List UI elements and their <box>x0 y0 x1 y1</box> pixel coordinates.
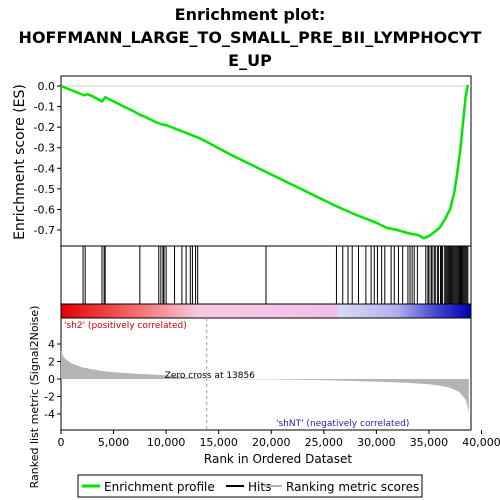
negative-correlation-label: 'shNT' (negatively correlated) <box>276 419 409 429</box>
legend-profile-label: Enrichment profile <box>104 480 215 494</box>
metric-y-axis: 4 2 0 -2 -4 <box>44 338 61 421</box>
x-tick-label: 15,000 <box>199 436 238 449</box>
metric-y-axis-label: Ranked list metric (Signal2Noise) <box>28 306 41 489</box>
es-y-tick-label: -0.7 <box>34 224 55 237</box>
x-tick-label: 25,000 <box>305 436 344 449</box>
metric-y-tick-label: 4 <box>48 338 55 351</box>
x-axis: 0 5,000 10,000 15,000 20,000 25,000 30,000 35,0… <box>58 430 500 449</box>
positive-correlation-label: 'sh2' (positively correlated) <box>64 321 187 331</box>
metric-y-tick-label: 2 <box>48 356 55 369</box>
legend-box <box>77 474 423 498</box>
chart-title-line-1: Enrichment plot: <box>175 5 326 24</box>
chart-title-line-2: HOFFMANN_LARGE_TO_SMALL_PRE_BII_LYMPHOCY… <box>19 28 482 47</box>
x-tick-label: 40,000 <box>462 436 500 449</box>
zero-cross-annotation: Zero cross at 13856 <box>165 371 256 381</box>
x-tick-label: 10,000 <box>147 436 186 449</box>
legend-hits-label: Hits <box>248 480 271 494</box>
metric-y-tick-label: 0 <box>48 373 55 386</box>
metric-y-tick-label: -4 <box>44 408 55 421</box>
ranking-metric-area <box>61 350 469 414</box>
es-y-tick-label: -0.5 <box>34 183 55 196</box>
x-tick-label: 35,000 <box>410 436 449 449</box>
x-tick-label: 0 <box>58 436 65 449</box>
es-y-tick-label: -0.3 <box>34 142 55 155</box>
x-tick-label: 30,000 <box>357 436 396 449</box>
x-tick-label: 20,000 <box>252 436 291 449</box>
chart-title-line-3: E_UP <box>228 51 272 70</box>
x-axis-label: Rank in Ordered Dataset <box>204 452 352 466</box>
es-y-axis: 0.0 -0.1 -0.2 -0.3 -0.4 -0.5 -0.6 -0.7 <box>34 80 61 237</box>
es-panel-frame <box>60 75 472 247</box>
enrichment-profile-line <box>60 84 470 240</box>
es-y-tick-label: -0.6 <box>34 203 55 216</box>
es-y-tick-label: 0.0 <box>38 80 56 93</box>
es-y-tick-label: -0.4 <box>34 162 55 175</box>
es-y-tick-label: -0.2 <box>34 121 55 134</box>
legend-metric-label: Ranking metric scores <box>286 480 419 494</box>
es-y-tick-label: -0.1 <box>34 101 55 114</box>
hit-markers <box>82 246 469 304</box>
rank-color-bar <box>60 303 472 319</box>
x-tick-label: 5,000 <box>98 436 130 449</box>
metric-y-tick-label: -2 <box>44 391 55 404</box>
es-y-axis-label: Enrichment score (ES) <box>12 84 28 240</box>
